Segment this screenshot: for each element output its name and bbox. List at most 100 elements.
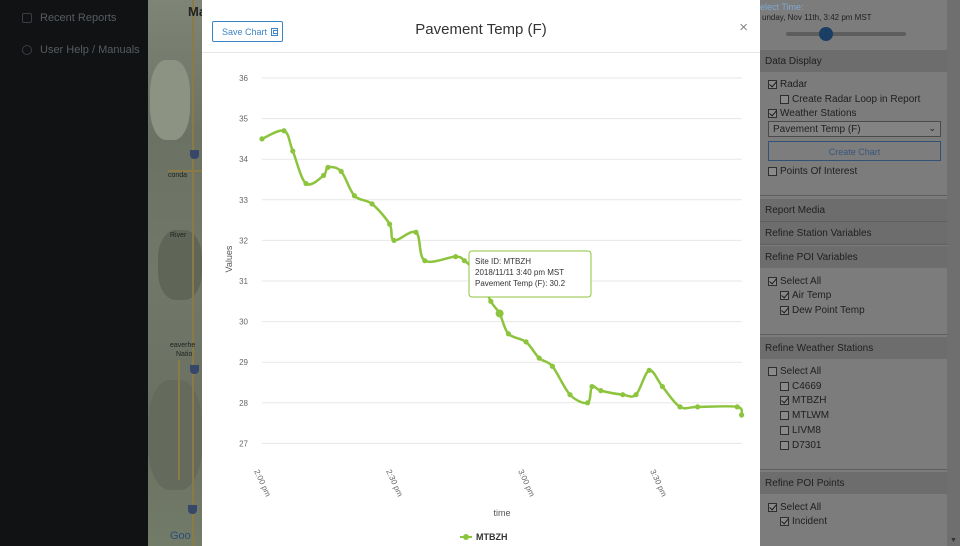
map-place-label: Natio (176, 351, 193, 358)
station-checkbox-mtlwm[interactable]: MTLWM (780, 410, 829, 421)
map-view[interactable]: conda River eaverhe Natio Goo (148, 0, 202, 546)
divider (760, 244, 948, 245)
data-point (338, 168, 344, 174)
station-checkbox-d7301[interactable]: D7301 (780, 440, 821, 451)
dew-point-temp-checkbox[interactable]: Dew Point Temp (780, 305, 865, 316)
data-point (259, 136, 265, 142)
checkbox-unchecked-icon (780, 441, 789, 450)
nav-item-label: User Help / Manuals (40, 44, 140, 56)
checkbox-label: Radar (780, 79, 808, 90)
data-point (303, 180, 309, 187)
divider (760, 221, 948, 222)
tooltip-site: Site ID: MTBZH (475, 257, 531, 266)
data-point (620, 392, 626, 398)
y-tick-label: 36 (239, 74, 248, 83)
nav-item-user-help[interactable]: User Help / Manuals (22, 44, 140, 56)
checkbox-checked-icon (768, 503, 777, 512)
data-point (290, 148, 296, 154)
data-point (677, 404, 683, 410)
map-place-label: conda (168, 172, 188, 179)
create-chart-button[interactable]: Create Chart (768, 141, 941, 161)
modal-header-divider (202, 52, 760, 53)
station-checkbox-livm8[interactable]: LIVM8 (780, 425, 821, 436)
checkbox-label: Air Temp (792, 290, 832, 301)
data-point (549, 363, 555, 369)
section-refine-station-variables[interactable]: Refine Station Variables (760, 222, 948, 244)
selected-date: unday, Nov 11th, 3:42 pm MST (762, 13, 872, 22)
data-point (391, 237, 397, 243)
google-logo: Goo (170, 530, 191, 542)
checkbox-label: Select All (780, 276, 822, 287)
data-point (659, 383, 665, 390)
data-point (461, 258, 467, 264)
map-place-label: River (170, 232, 187, 239)
save-chart-button[interactable]: Save Chart (212, 21, 283, 42)
checkbox-unchecked-icon (780, 382, 789, 391)
radar-checkbox[interactable]: Radar (768, 79, 807, 90)
poi-points-select-all[interactable]: Select All (768, 502, 821, 513)
time-slider[interactable] (786, 32, 906, 36)
data-point (351, 193, 357, 199)
section-data-display[interactable]: Data Display (760, 50, 948, 72)
y-tick-label: 35 (239, 115, 248, 124)
map-road (192, 0, 194, 546)
close-icon[interactable]: × (739, 19, 748, 36)
checkbox-label: MTBZH (792, 395, 827, 406)
nav-item-recent-reports[interactable]: Recent Reports (22, 12, 116, 24)
checkbox-checked-icon (780, 291, 789, 300)
save-chart-label: Save Chart (222, 27, 268, 37)
variable-select[interactable]: Pavement Temp (F) ⌄ (768, 121, 941, 137)
x-tick-label: 2:30 pm (384, 468, 405, 498)
y-tick-label: 28 (239, 399, 248, 408)
help-icon (22, 45, 32, 55)
series-points (259, 128, 745, 418)
x-axis-ticks: 2:00 pm2:30 pm3:00 pm3:30 pm4:00 pm4:30 … (252, 468, 669, 498)
data-point (585, 400, 591, 406)
section-refine-poi-variables[interactable]: Refine POI Variables (760, 246, 948, 268)
data-point (413, 229, 419, 235)
x-tick-label: 2:00 pm (252, 468, 273, 498)
nav-item-label: Recent Reports (40, 12, 117, 24)
air-temp-checkbox[interactable]: Air Temp (780, 290, 831, 301)
stations-select-all[interactable]: Select All (768, 366, 821, 377)
y-tick-label: 34 (239, 155, 248, 164)
weather-stations-checkbox[interactable]: Weather Stations (768, 108, 857, 119)
radar-loop-checkbox[interactable]: Create Radar Loop in Report (780, 94, 920, 105)
data-point (598, 388, 604, 394)
map-terrain (158, 230, 202, 300)
time-slider-handle[interactable] (819, 27, 833, 41)
section-refine-poi-points[interactable]: Refine POI Points (760, 472, 948, 494)
y-axis-ticks: 27 28 29 30 31 32 33 34 35 36 (239, 74, 248, 448)
select-value: Pavement Temp (F) (773, 124, 861, 135)
checkbox-unchecked-icon (780, 411, 789, 420)
y-tick-label: 29 (239, 358, 248, 367)
divider (760, 195, 948, 196)
poi-variables-select-all[interactable]: Select All (768, 276, 821, 287)
station-checkbox-mtbzh[interactable]: MTBZH (780, 395, 826, 406)
x-axis-label: time (493, 508, 510, 518)
station-checkbox-c4669[interactable]: C4669 (780, 381, 821, 392)
right-panel (760, 0, 960, 546)
y-tick-label: 32 (239, 236, 248, 245)
select-time-heading: elect Time: (760, 2, 804, 12)
data-point (589, 383, 595, 390)
incident-checkbox[interactable]: Incident (780, 516, 827, 527)
section-report-media[interactable]: Report Media (760, 199, 948, 221)
left-nav: Recent Reports User Help / Manuals (0, 0, 148, 546)
checkbox-checked-icon (780, 396, 789, 405)
checkbox-checked-icon (768, 109, 777, 118)
highway-shield-icon (188, 505, 197, 514)
map-title: Ma (188, 4, 207, 19)
checkbox-label: Dew Point Temp (792, 305, 865, 316)
data-point (523, 339, 529, 345)
y-axis-label: Values (224, 245, 234, 272)
data-point (633, 392, 639, 398)
points-of-interest-checkbox[interactable]: Points Of Interest (768, 166, 857, 177)
data-point (567, 392, 573, 398)
data-point (281, 128, 287, 134)
right-panel-scrollbar[interactable]: ▼ (947, 0, 960, 546)
section-refine-weather-stations[interactable]: Refine Weather Stations (760, 337, 948, 359)
checkbox-label: Create Radar Loop in Report (792, 94, 921, 105)
chart-legend[interactable]: MTBZH (460, 532, 508, 542)
checkbox-label: Weather Stations (780, 108, 857, 119)
